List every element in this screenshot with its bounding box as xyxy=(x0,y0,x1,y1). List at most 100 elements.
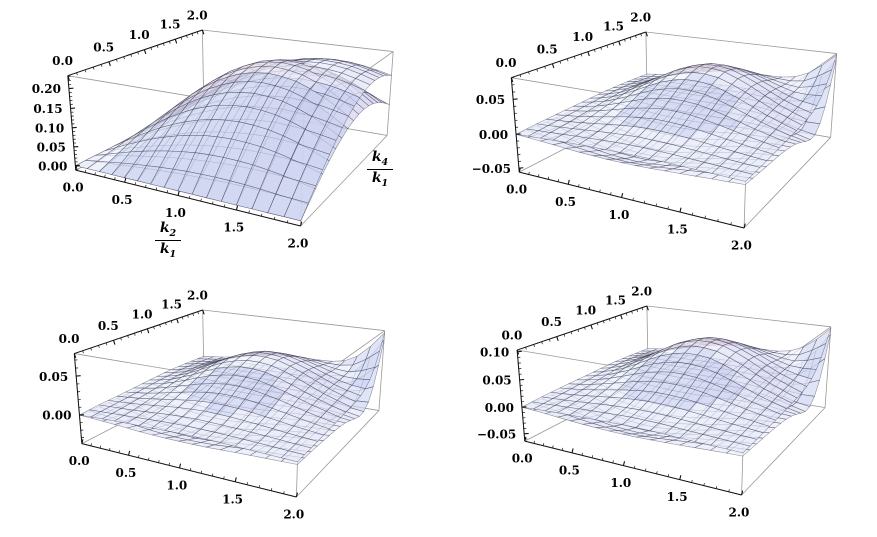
x-axis-minor-tick xyxy=(667,206,669,210)
x-axis-minor-tick xyxy=(547,176,550,180)
x-axis-line xyxy=(75,169,301,227)
y-axis-minor-tick xyxy=(570,331,573,335)
y-axis-tick-label: 0.0 xyxy=(496,56,517,70)
z-axis-line xyxy=(73,353,83,444)
y-axis-minor-tick xyxy=(596,322,599,326)
z-axis-tick-label: 0.20 xyxy=(32,82,61,96)
y-axis-minor-tick xyxy=(600,47,602,50)
y-axis-minor-tick xyxy=(536,68,538,72)
y-axis-minor-tick xyxy=(528,71,530,75)
y-axis-minor-tick xyxy=(140,330,143,334)
x-axis-minor-tick xyxy=(542,443,545,446)
x-axis-tick xyxy=(679,207,682,213)
y-axis-minor-tick xyxy=(156,45,159,48)
z-axis-tick-label: 0.00 xyxy=(479,128,508,142)
z-axis-tick-label: −0.05 xyxy=(477,427,516,441)
x-axis-minor-tick xyxy=(715,486,718,489)
y-axis-minor-tick xyxy=(640,33,642,37)
z-axis-line xyxy=(510,77,520,173)
y-axis-minor-tick xyxy=(130,54,132,57)
y-axis-minor-tick xyxy=(544,66,546,69)
y-axis-tick xyxy=(620,314,623,320)
x-axis-line xyxy=(81,443,297,498)
x-axis-tick xyxy=(622,461,626,466)
y-axis-minor-tick xyxy=(187,315,189,318)
z-axis-tick-label: 0.00 xyxy=(485,401,514,415)
y-axis-tick xyxy=(202,309,205,315)
box-edge xyxy=(378,330,386,411)
axes: 0.0 0.5 1.0 1.5 2.0 0.0 0.5 1.0 1.5 2.0 −0.05 0.00 0… xyxy=(472,11,752,253)
surface-face xyxy=(283,198,309,222)
y-axis-tick xyxy=(587,51,590,57)
y-axis-minor-tick xyxy=(533,344,535,347)
y-axis-tick xyxy=(556,336,559,342)
x-axis-minor-tick xyxy=(104,174,106,178)
y-axis-minor-tick xyxy=(165,322,167,326)
x-axis-minor-tick xyxy=(114,177,116,180)
y-axis-minor-tick xyxy=(127,335,129,339)
box-edge xyxy=(830,53,838,138)
y-axis-tick-label: 1.5 xyxy=(605,293,626,307)
y-axis-minor-tick xyxy=(573,56,576,59)
x-axis-minor-tick xyxy=(591,455,594,458)
x-axis-minor-tick xyxy=(578,184,580,187)
y-axis-minor-tick xyxy=(120,337,122,341)
y-axis-minor-tick xyxy=(116,59,118,62)
x-axis-minor-tick xyxy=(588,186,590,190)
x-axis-minor-tick xyxy=(286,220,289,223)
box-edge xyxy=(386,51,394,136)
y-axis-tick xyxy=(174,39,178,44)
x-axis-minor-tick xyxy=(166,190,168,193)
y-axis-tick xyxy=(551,63,555,69)
x-axis-tick-label: 1.0 xyxy=(610,476,631,490)
y-axis-tick-label: 1.0 xyxy=(572,30,593,44)
x-axis-minor-tick xyxy=(270,488,273,491)
y-axis-line xyxy=(511,31,647,79)
x-axis-minor-tick xyxy=(610,192,612,195)
y-axis-minor-tick xyxy=(134,333,136,336)
y-axis-minor-tick xyxy=(608,318,611,322)
y-axis-minor-tick xyxy=(150,47,153,51)
z-axis-tick-label: 0.00 xyxy=(38,159,67,173)
x-axis-minor-tick xyxy=(224,204,226,208)
surfaces xyxy=(515,54,837,185)
y-axis-minor-tick xyxy=(584,327,586,330)
y-axis-tick-label: 1.5 xyxy=(603,20,624,34)
surface-face xyxy=(726,441,751,454)
x-axis-label-denominator: k1 xyxy=(159,240,177,260)
x-axis-minor-tick xyxy=(248,210,250,214)
y-axis-minor-tick xyxy=(606,45,609,48)
y-axis-tick-label: 1.0 xyxy=(575,304,596,318)
x-axis-tick-label: 0.0 xyxy=(512,452,533,466)
x-axis-tick-label: 1.5 xyxy=(222,492,243,506)
x-axis-tick xyxy=(128,450,131,456)
x-axis-minor-tick xyxy=(633,465,636,469)
x-axis-label-numerator: k2 xyxy=(155,221,181,241)
x-axis-minor-tick xyxy=(273,216,276,220)
x-axis-minor-tick xyxy=(246,482,248,485)
y-axis-minor-tick xyxy=(197,311,199,315)
x-axis-minor-tick xyxy=(283,491,285,494)
x-axis-minor-tick xyxy=(552,445,554,449)
x-axis-minor-tick xyxy=(94,172,96,175)
box-edge xyxy=(645,31,837,54)
y-axis-tick-label: 1.5 xyxy=(160,18,181,32)
x-axis-minor-tick xyxy=(656,471,658,474)
y-axis-minor-tick xyxy=(614,316,617,320)
y-axis-minor-tick xyxy=(624,39,626,42)
x-axis-minor-tick xyxy=(200,470,203,474)
x-axis-tick-label: 1.5 xyxy=(667,223,688,237)
y-axis-tick xyxy=(645,31,648,37)
x-axis-minor-tick xyxy=(643,200,646,204)
x-axis-line xyxy=(524,440,742,496)
box-edge xyxy=(202,29,394,52)
y-axis-minor-tick xyxy=(169,41,171,44)
y-axis-minor-tick xyxy=(580,53,583,57)
x-axis-minor-tick xyxy=(155,187,158,191)
y-axis-minor-tick xyxy=(123,56,125,60)
x-axis-minor-tick xyxy=(258,485,260,488)
x-axis-tick-label: 1.0 xyxy=(165,206,186,220)
y-axis-minor-tick xyxy=(163,43,165,46)
y-axis-minor-tick xyxy=(566,58,569,62)
x-axis-minor-tick xyxy=(211,473,214,477)
